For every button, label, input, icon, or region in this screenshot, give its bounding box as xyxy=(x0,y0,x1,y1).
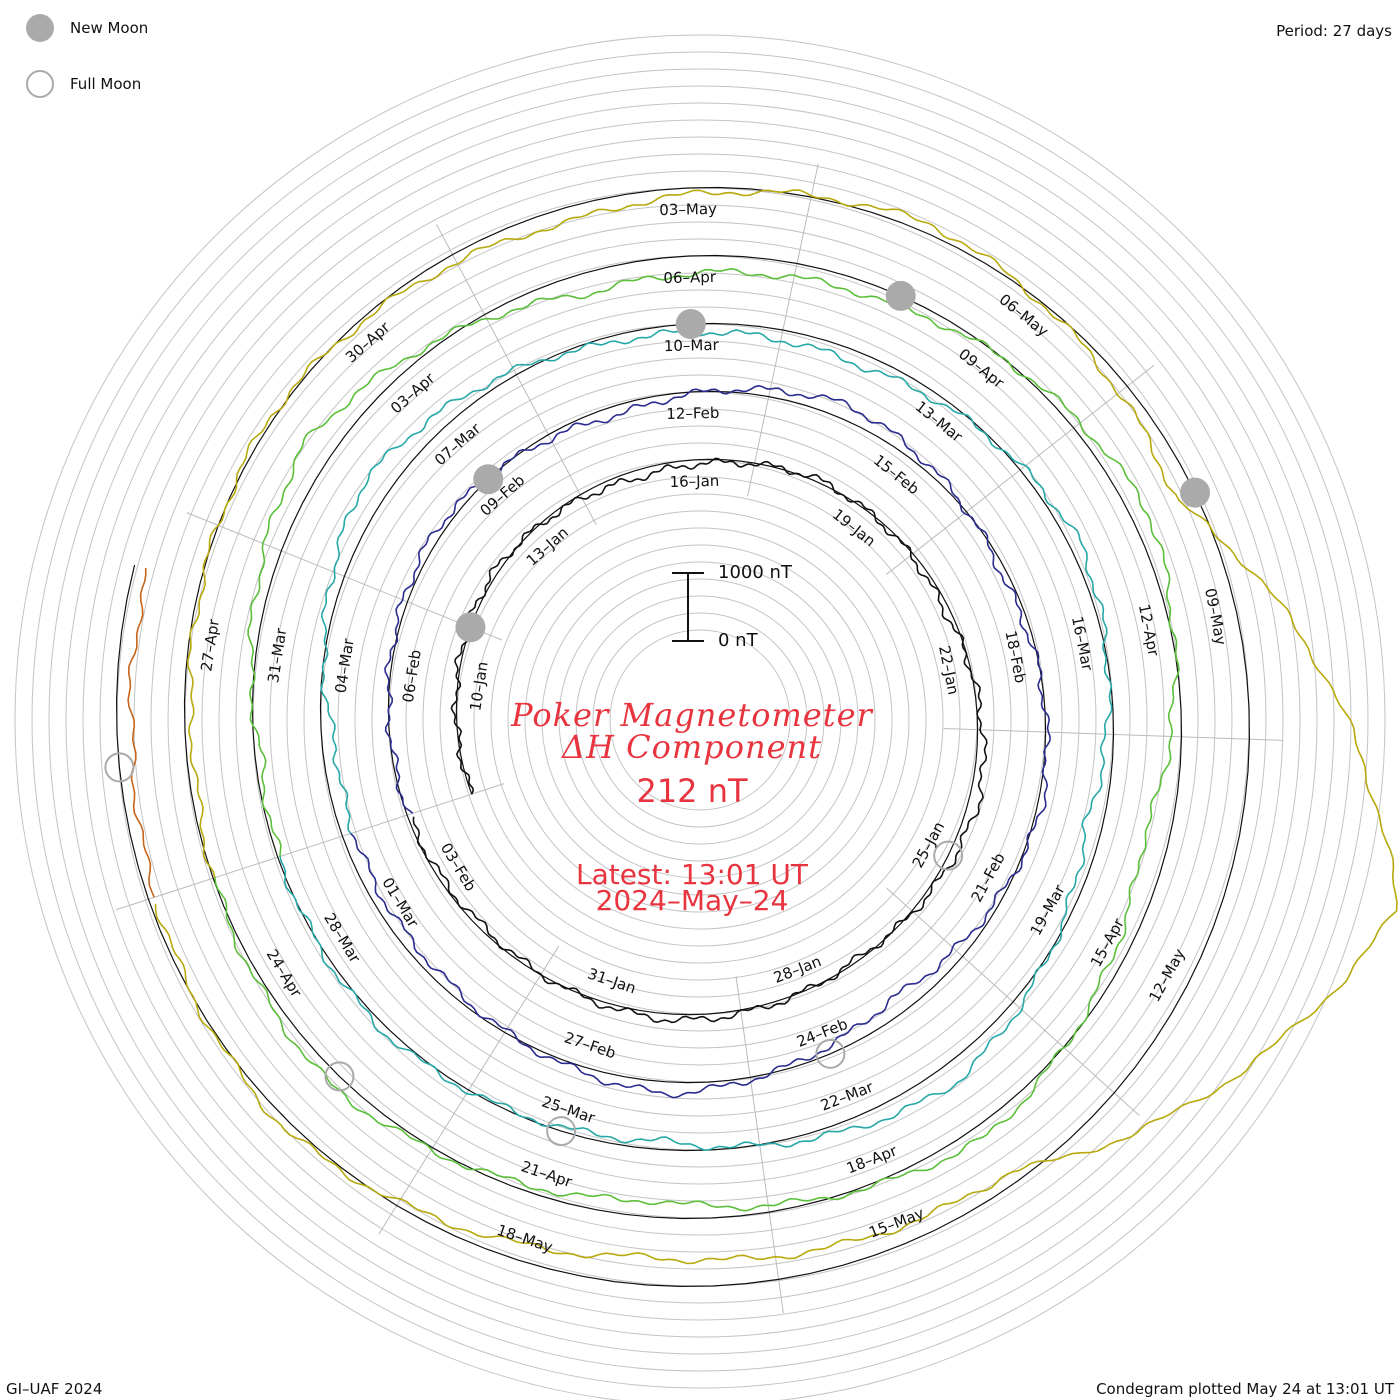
date-label: 27–Apr xyxy=(197,617,223,672)
zero-baseline xyxy=(115,186,1251,1288)
latest-date: 2024–May–24 xyxy=(595,884,789,917)
full-moon-marker xyxy=(933,840,964,871)
grid-circle xyxy=(541,561,859,879)
date-label: 09–May xyxy=(1201,587,1230,647)
date-label: 03–May xyxy=(659,200,717,219)
trace-rotation-1 xyxy=(412,457,988,1024)
date-label: 18–Feb xyxy=(1001,629,1029,685)
full-moon-label: Full Moon xyxy=(70,75,142,93)
date-label: 12–May xyxy=(1145,946,1189,1005)
new-moon-marker xyxy=(885,280,916,311)
trace-rotation-5 xyxy=(154,189,1398,1265)
date-label: 07–Mar xyxy=(431,419,485,469)
grid-circle xyxy=(558,578,842,862)
trace-rotation-4 xyxy=(214,267,1180,1212)
date-label: 15–May xyxy=(866,1204,926,1242)
scale-bar xyxy=(672,572,704,642)
period-label: Period: 27 days xyxy=(1276,22,1392,40)
scale-top-label: 1000 nT xyxy=(718,562,792,583)
grid-circle xyxy=(82,102,1318,1338)
credit-label: GI–UAF 2024 xyxy=(6,1380,103,1398)
baseline-spiral xyxy=(115,186,1251,1288)
current-value: 212 nT xyxy=(636,772,748,810)
date-label: 27–Feb xyxy=(562,1028,618,1062)
scale-bottom-label: 0 nT xyxy=(718,630,758,651)
legend-new-moon: New Moon xyxy=(26,14,148,42)
moon-markers xyxy=(104,280,1211,1147)
grid-circle xyxy=(31,51,1369,1389)
latest-time: Latest: 13:01 UT xyxy=(575,858,809,891)
grid-circle xyxy=(99,119,1301,1321)
date-label: 19–Jan xyxy=(829,505,879,550)
full-moon-marker xyxy=(104,752,135,783)
dh-traces xyxy=(127,189,1398,1265)
grid-circle xyxy=(490,510,910,930)
date-label: 09–Apr xyxy=(955,345,1008,392)
grid-circle xyxy=(507,527,893,913)
chart-title: Poker Magnetometer xyxy=(511,696,873,734)
date-label: 12–Feb xyxy=(666,404,720,423)
date-label: 16–Mar xyxy=(1068,615,1097,673)
grid-circle xyxy=(65,85,1335,1355)
date-label: 12–Apr xyxy=(1135,603,1163,659)
grid-circle xyxy=(609,629,791,811)
new-moon-marker xyxy=(675,308,706,339)
full-moon-marker xyxy=(546,1116,577,1147)
date-label: 15–Feb xyxy=(870,451,923,498)
date-label: 22–Mar xyxy=(818,1078,876,1115)
chart-subtitle: ΔH Component xyxy=(561,728,823,766)
date-label: 16–Jan xyxy=(669,472,719,491)
new-moon-marker xyxy=(1180,477,1211,508)
trace-rotation-2 xyxy=(350,384,1051,1099)
new-moon-marker xyxy=(455,612,486,643)
grid-circle xyxy=(592,612,808,828)
date-label: 22–Jan xyxy=(935,644,962,696)
legend-full-moon: Full Moon xyxy=(26,70,141,98)
new-moon-icon xyxy=(26,14,54,42)
grid-circle xyxy=(575,595,825,845)
trace-rotation-3 xyxy=(279,329,1113,1152)
date-label: 31–Jan xyxy=(585,964,638,997)
full-moon-icon xyxy=(26,70,54,98)
full-moon-marker xyxy=(815,1038,846,1069)
date-label: 10–Mar xyxy=(664,336,720,355)
date-label: 31–Mar xyxy=(264,626,290,684)
new-moon-marker xyxy=(473,464,504,495)
date-label: 28–Jan xyxy=(771,952,824,987)
grid-circle xyxy=(524,544,876,896)
new-moon-label: New Moon xyxy=(70,19,149,37)
date-label: 06–Apr xyxy=(663,268,717,287)
date-label: 04–Mar xyxy=(332,637,358,695)
plotted-label: Condegram plotted May 24 at 13:01 UT xyxy=(1096,1380,1394,1398)
trace-rotation-6 xyxy=(127,567,156,898)
grid-circle xyxy=(14,34,1386,1400)
grid-circle xyxy=(473,493,927,947)
date-label: 18–Apr xyxy=(844,1141,900,1177)
full-moon-marker xyxy=(324,1061,355,1092)
